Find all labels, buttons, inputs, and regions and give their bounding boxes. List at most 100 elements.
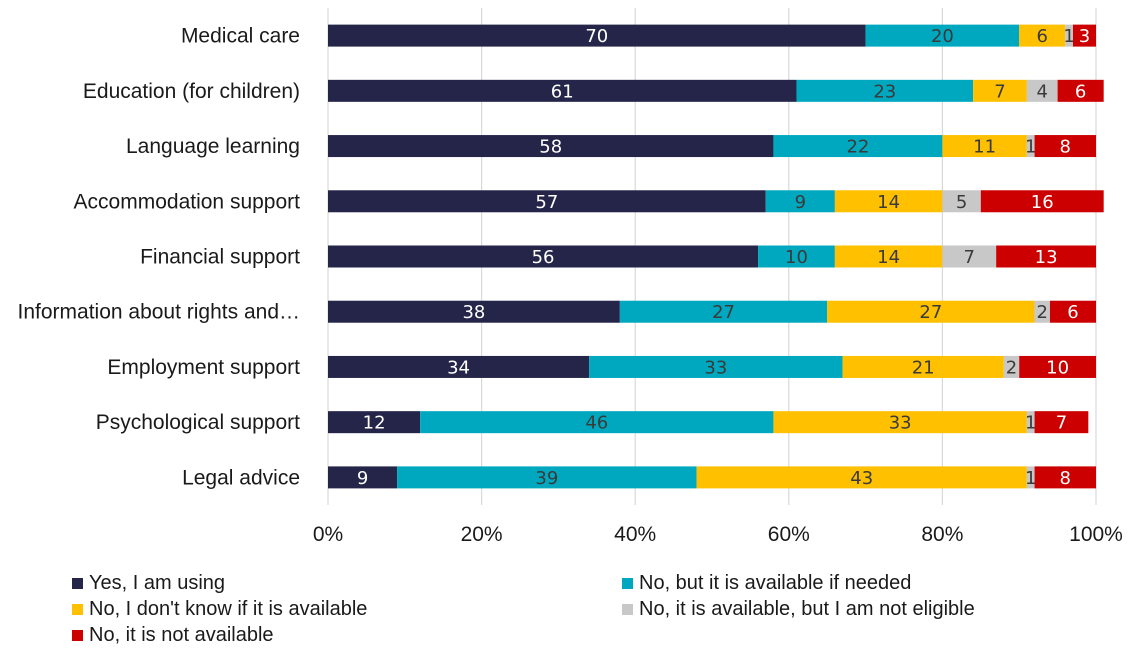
bar-segment [328, 24, 866, 47]
bar-segment [328, 135, 774, 158]
bar-segment [1034, 411, 1089, 434]
data-label: 61 [551, 81, 574, 102]
data-label: 46 [585, 413, 608, 434]
data-label: 57 [535, 192, 558, 213]
bar-segment [1072, 24, 1096, 47]
data-label: 21 [912, 357, 935, 378]
data-label: 6 [1037, 26, 1048, 47]
bar-segment [1019, 355, 1096, 378]
bar-segment [996, 245, 1096, 268]
bar-segment [834, 245, 943, 268]
category-label: Employment support [107, 356, 300, 379]
data-label: 2 [1006, 357, 1017, 378]
data-label: 16 [1031, 192, 1054, 213]
legend-label: No, it is not available [89, 624, 274, 646]
bar-segment [942, 135, 1027, 158]
bar-segment [589, 355, 843, 378]
bar-segment [796, 79, 974, 102]
bar-segment [328, 355, 590, 378]
bar-segment [420, 411, 774, 434]
bar-segment [328, 190, 766, 213]
category-label: Financial support [140, 246, 300, 269]
data-label: 1 [1025, 137, 1036, 158]
legend-label: No, it is available, but I am not eligib… [639, 598, 975, 620]
bar-segment [619, 300, 828, 323]
data-label: 10 [1046, 357, 1069, 378]
legend-item: Yes, I am using [72, 572, 225, 595]
data-label: 2 [1037, 302, 1048, 323]
data-label: 33 [889, 413, 912, 434]
category-label: Education (for children) [83, 80, 300, 103]
data-label: 1 [1063, 26, 1074, 47]
bar-segment [397, 466, 697, 489]
bar-segment [773, 135, 943, 158]
data-label: 1 [1025, 413, 1036, 434]
data-label: 34 [447, 357, 470, 378]
data-label: 7 [964, 247, 975, 268]
x-tick-label: 60% [768, 523, 810, 546]
bar-segment [1026, 79, 1058, 102]
data-label: 58 [539, 137, 562, 158]
x-tick-label: 80% [921, 523, 963, 546]
data-label: 27 [919, 302, 942, 323]
bar-segment [1026, 466, 1035, 489]
data-label: 43 [850, 468, 873, 489]
x-tick-labels: 0% 20% 40% 60% 80% 100% [313, 523, 1123, 546]
legend-swatch [72, 578, 83, 589]
bar-segment [328, 300, 620, 323]
data-label: 6 [1075, 81, 1086, 102]
data-label: 70 [585, 26, 608, 47]
bar-segment [1034, 466, 1096, 489]
category-label: Medical care [181, 25, 300, 48]
category-label: Psychological support [96, 411, 300, 434]
bar-segment [328, 466, 398, 489]
data-label: 14 [877, 192, 900, 213]
x-tick-label: 20% [461, 523, 503, 546]
data-label: 7 [994, 81, 1005, 102]
bar-segment [842, 355, 1004, 378]
bar-segment [865, 24, 1020, 47]
legend-swatch [72, 630, 83, 641]
data-label: 3 [1079, 26, 1090, 47]
bar-segment [942, 245, 997, 268]
bar-segment [696, 466, 1027, 489]
data-label: 8 [1060, 468, 1071, 489]
data-label: 8 [1060, 137, 1071, 158]
legend-item: No, but it is available if needed [622, 572, 911, 595]
bar-segment [328, 411, 421, 434]
data-label: 1 [1025, 468, 1036, 489]
data-label: 13 [1035, 247, 1058, 268]
bar-segment [1026, 135, 1035, 158]
category-label: Language learning [126, 135, 300, 158]
data-label: 33 [704, 357, 727, 378]
bar-segment [973, 79, 1027, 102]
data-label: 38 [462, 302, 485, 323]
bar-segment [1034, 135, 1096, 158]
bar-segment [1057, 79, 1104, 102]
bar-segment [834, 190, 943, 213]
data-label: 9 [357, 468, 368, 489]
bar-segment [942, 190, 981, 213]
data-label: 5 [956, 192, 967, 213]
data-label: 4 [1037, 81, 1048, 102]
legend-item: No, it is available, but I am not eligib… [622, 598, 975, 621]
category-labels: Medical care Education (for children) Lang… [18, 25, 301, 490]
data-label: 7 [1056, 413, 1067, 434]
bar-segment [328, 79, 797, 102]
data-label: 11 [973, 137, 996, 158]
legend-label: Yes, I am using [89, 572, 226, 594]
bar-segment [1034, 300, 1050, 323]
legend-swatch [622, 578, 633, 589]
legend-label: No, but it is available if needed [639, 572, 912, 594]
data-label: 39 [535, 468, 558, 489]
data-label: 6 [1067, 302, 1078, 323]
legend-item: No, it is not available [72, 624, 274, 647]
data-label: 10 [785, 247, 808, 268]
bar-segment [1049, 300, 1096, 323]
data-label: 14 [877, 247, 900, 268]
bar-segment [758, 245, 835, 268]
data-label: 56 [532, 247, 555, 268]
data-label: 23 [873, 81, 896, 102]
